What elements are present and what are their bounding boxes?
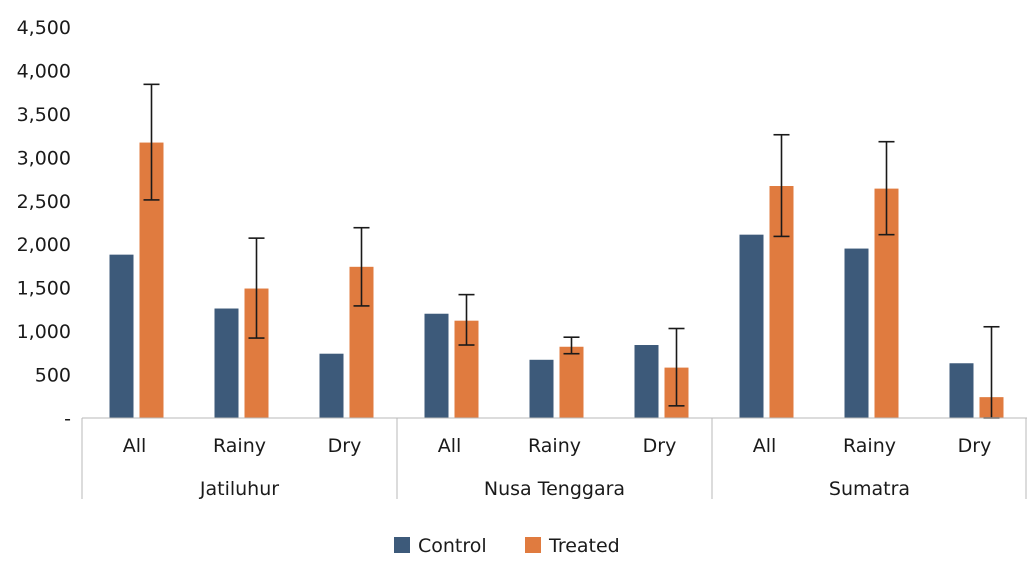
y-tick-label: 3,500 — [17, 104, 71, 126]
x-group-label: Jatiluhur — [199, 478, 279, 500]
x-category-label: Rainy — [843, 435, 896, 457]
bar-control — [949, 363, 974, 418]
bar-control — [214, 308, 239, 418]
y-tick-label: - — [64, 408, 71, 430]
x-group-label: Sumatra — [829, 478, 910, 500]
legend-label-control: Control — [418, 535, 487, 557]
x-category-label: All — [123, 435, 147, 457]
x-category-label: Rainy — [213, 435, 266, 457]
x-category-label: Dry — [328, 435, 362, 457]
y-tick-label: 1,500 — [17, 278, 71, 300]
legend-swatch-treated — [525, 537, 541, 553]
x-group-label: Nusa Tenggara — [484, 478, 625, 500]
bar-control — [319, 353, 344, 418]
y-tick-label: 2,000 — [17, 234, 71, 256]
legend-label-treated: Treated — [548, 535, 620, 557]
y-tick-label: 4,000 — [17, 60, 71, 82]
x-category-label: Rainy — [528, 435, 581, 457]
x-category-label: All — [438, 435, 462, 457]
y-tick-label: 3,000 — [17, 147, 71, 169]
y-axis: - 500 1,000 1,500 2,000 2,500 3,000 3,500 4,000 4… — [17, 17, 71, 430]
x-category-label: Dry — [643, 435, 677, 457]
y-tick-label: 2,500 — [17, 191, 71, 213]
legend-swatch-control — [394, 537, 410, 553]
bar-treated — [559, 346, 584, 418]
bar-control — [739, 234, 764, 418]
error-bars — [143, 83, 1000, 419]
bars — [109, 142, 1004, 418]
bar-control — [529, 359, 554, 418]
x-axis: All Rainy Dry All Rainy Dry All Rainy Dry Jatiluh… — [81, 417, 1027, 500]
x-category-label: Dry — [958, 435, 992, 457]
bar-control — [109, 254, 134, 418]
y-tick-label: 1,000 — [17, 321, 71, 343]
y-tick-label: 500 — [35, 365, 71, 387]
legend: Control Treated — [394, 535, 620, 557]
bar-control — [634, 345, 659, 418]
bar-control — [844, 248, 869, 418]
bar-control — [424, 313, 449, 418]
x-category-label: All — [753, 435, 777, 457]
y-tick-label: 4,500 — [17, 17, 71, 39]
